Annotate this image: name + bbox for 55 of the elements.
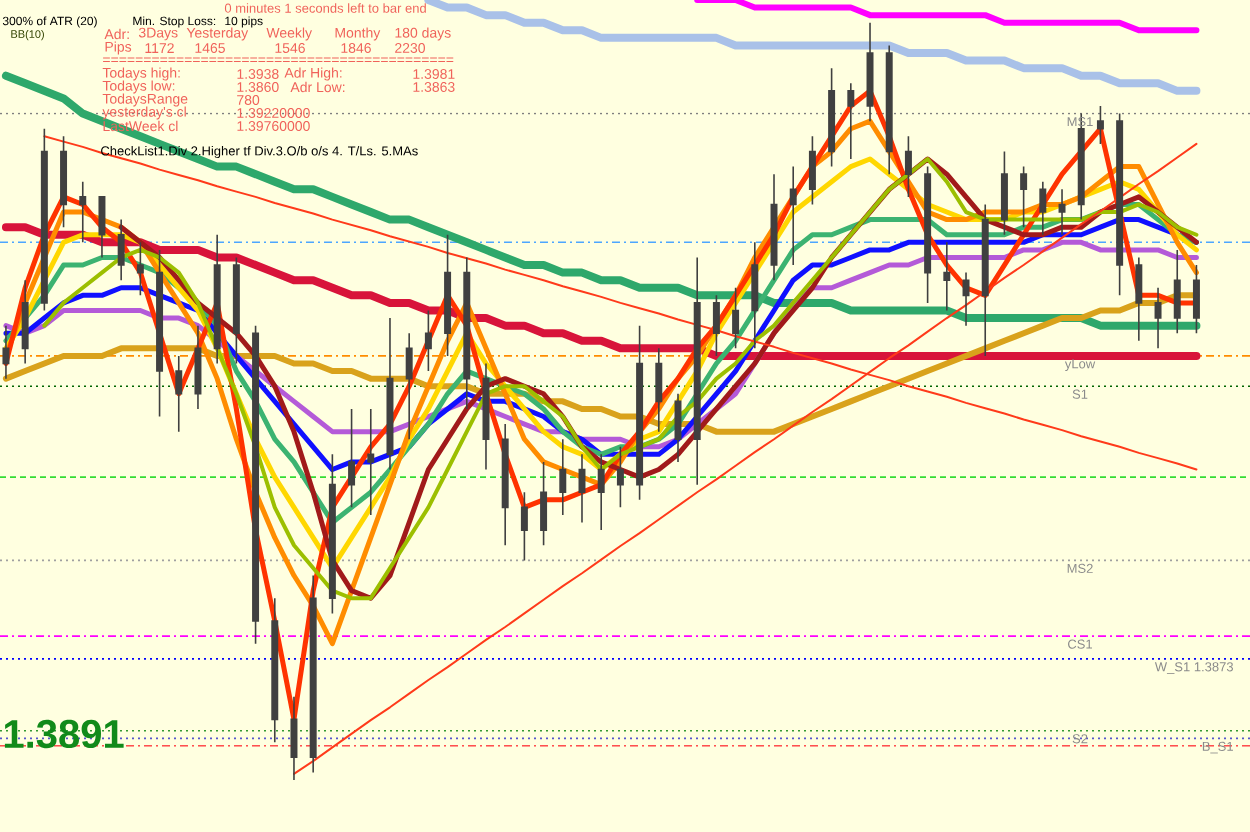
candlestick	[885, 44, 893, 175]
candlestick	[40, 127, 48, 312]
candlestick	[1135, 256, 1143, 342]
candlestick	[828, 67, 836, 168]
candlestick	[693, 256, 701, 486]
candlestick	[405, 332, 413, 441]
candlestick	[866, 21, 874, 122]
candlestick	[2, 324, 10, 380]
candlestick	[271, 597, 279, 743]
candlestick	[1000, 150, 1008, 236]
candlestick	[156, 249, 164, 418]
candlestick	[175, 355, 183, 433]
candlestick	[578, 453, 586, 524]
candlestick	[463, 256, 471, 410]
candlestick	[751, 241, 759, 350]
candlestick	[117, 218, 125, 281]
candlestick	[328, 453, 336, 615]
annotation: 1.3891	[4, 719, 124, 749]
candlestick	[1173, 249, 1181, 334]
candlestick	[482, 362, 490, 471]
candlestick	[789, 165, 797, 266]
candlestick	[1154, 286, 1162, 350]
candlestick	[98, 196, 106, 259]
candlestick	[943, 241, 951, 312]
candlestick	[232, 256, 240, 365]
candlestick	[213, 233, 221, 365]
candlestick	[194, 324, 202, 410]
candlestick	[981, 203, 989, 357]
candlestick	[444, 233, 452, 357]
candlestick	[559, 438, 567, 516]
candlestick	[501, 423, 509, 547]
candlestick	[924, 165, 932, 304]
candlestick	[597, 453, 605, 531]
candlestick	[367, 408, 375, 516]
candlestick	[655, 347, 663, 433]
candlestick	[712, 294, 720, 357]
candlestick	[290, 695, 298, 781]
candlestick	[636, 324, 644, 501]
candlestick	[1192, 264, 1200, 334]
candlestick	[847, 82, 855, 160]
candlestick	[962, 271, 970, 327]
candlestick	[21, 279, 29, 365]
candlestick	[309, 574, 317, 774]
candlestick	[674, 392, 682, 463]
candlestick	[60, 135, 68, 228]
candlestick	[770, 173, 778, 281]
candlestick	[1039, 180, 1047, 236]
candlestick	[79, 180, 87, 244]
candlestick	[252, 324, 260, 645]
candlestick	[808, 135, 816, 206]
candlestick	[540, 461, 548, 547]
candlestick	[904, 135, 912, 198]
candlestick	[1058, 188, 1066, 236]
candlestick	[1116, 112, 1124, 297]
candlestick	[386, 317, 394, 471]
